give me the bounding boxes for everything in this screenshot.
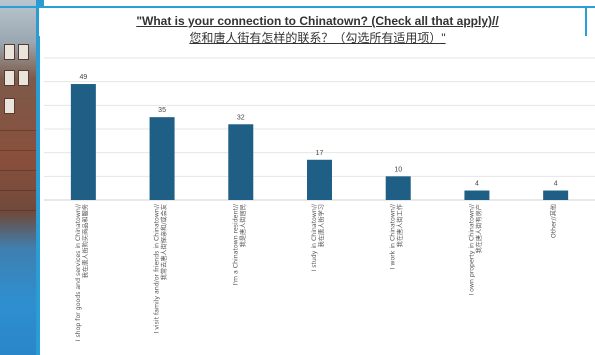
- bar: [228, 124, 254, 200]
- panel-border: [585, 6, 587, 36]
- chart-title-line1: "What is your connection to Chinatown? (…: [136, 14, 499, 28]
- data-label: 4: [475, 181, 479, 188]
- data-label: 32: [237, 114, 245, 121]
- x-tick-label: I study in Chinatown//我在唐人街学习: [311, 203, 326, 271]
- data-label: 4: [554, 181, 558, 188]
- bar: [464, 190, 490, 200]
- bar: [385, 176, 411, 200]
- x-tick-label: Other//其他: [550, 204, 558, 238]
- bar: [307, 159, 332, 200]
- x-tick-label: I own property in Chinatown//我在唐人街有房产: [468, 203, 483, 296]
- bar: [149, 117, 175, 200]
- panel-border: [0, 6, 595, 8]
- x-tick-label: I visit family and/or friends in Chinato…: [154, 203, 169, 333]
- bar: [70, 84, 96, 200]
- x-tick-label: I work in Chinatown//我在唐人街工作: [390, 203, 405, 269]
- x-tick-label: I'm a Chinatown resident//我是唐人街居民: [232, 203, 247, 285]
- data-label: 49: [79, 74, 87, 81]
- data-label: 17: [316, 150, 324, 157]
- data-label: 35: [158, 107, 166, 114]
- panel-border: [585, 6, 595, 8]
- x-tick-label: I shop for goods and services in Chinato…: [75, 203, 90, 341]
- data-label: 10: [394, 166, 402, 173]
- bar: [543, 190, 569, 200]
- chart-title-line2: 您和唐人街有怎样的联系？（勾选所有适用项）": [189, 31, 446, 45]
- panel-border: [38, 36, 40, 355]
